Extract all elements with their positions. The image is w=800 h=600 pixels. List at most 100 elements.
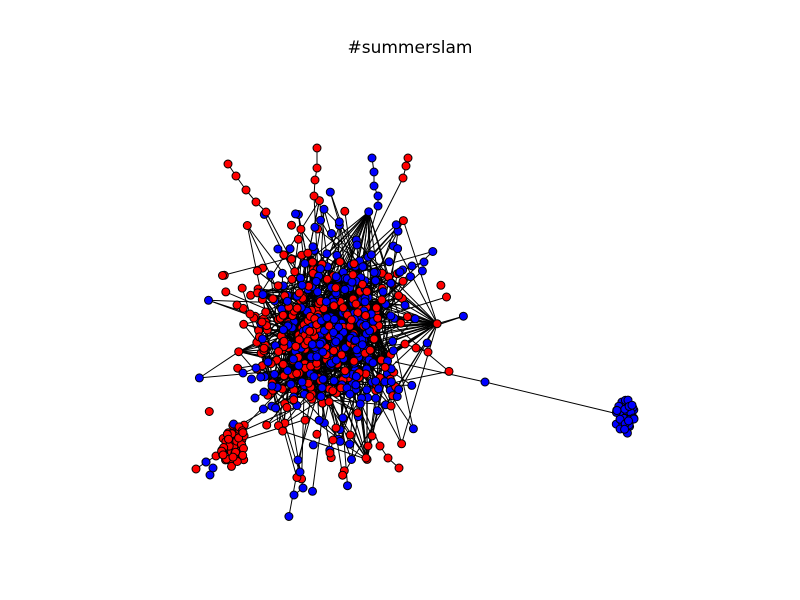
graph-node-red bbox=[305, 392, 315, 401]
graph-node-blue bbox=[352, 240, 362, 250]
graph-node-blue bbox=[270, 369, 279, 379]
graph-node-red bbox=[292, 303, 302, 313]
graph-node-red bbox=[262, 420, 272, 430]
graph-node-red bbox=[279, 336, 289, 346]
graph-node-red bbox=[411, 343, 421, 353]
graph-node-blue bbox=[322, 249, 332, 259]
graph-node-red bbox=[242, 221, 252, 230]
graph-node-blue bbox=[312, 352, 322, 362]
graph-nodes bbox=[191, 143, 639, 521]
graph-node-red bbox=[224, 434, 233, 444]
graph-node-red bbox=[328, 386, 338, 396]
graph-node-red bbox=[398, 216, 408, 226]
graph-node-red bbox=[234, 347, 244, 357]
graph-node-blue bbox=[314, 415, 324, 425]
graph-node-red bbox=[251, 197, 261, 207]
graph-node-blue bbox=[366, 250, 376, 260]
graph-node-blue bbox=[624, 416, 633, 426]
graph-node-red bbox=[312, 143, 322, 153]
graph-node-blue bbox=[386, 278, 396, 288]
graph-title: #summerslam bbox=[347, 38, 472, 58]
graph-node-blue bbox=[321, 297, 331, 307]
graph-node-blue bbox=[238, 368, 248, 378]
graph-node-blue bbox=[331, 337, 341, 347]
graph-node-blue bbox=[258, 404, 268, 414]
graph-node-red bbox=[282, 403, 292, 412]
graph-node-blue bbox=[289, 490, 299, 500]
graph-node-red bbox=[292, 369, 302, 378]
graph-node-red bbox=[204, 407, 214, 416]
graph-node-red bbox=[325, 448, 335, 458]
graph-node-blue bbox=[371, 276, 380, 286]
graph-node-red bbox=[279, 250, 289, 260]
graph-node-red bbox=[223, 159, 233, 169]
graph-node-blue bbox=[373, 201, 383, 211]
graph-edge bbox=[397, 248, 438, 324]
graph-node-red bbox=[363, 441, 373, 451]
graph-node-red bbox=[310, 175, 320, 185]
graph-node-blue bbox=[259, 387, 269, 397]
graph-edge bbox=[246, 225, 262, 293]
graph-node-blue bbox=[361, 320, 371, 330]
graph-node-blue bbox=[345, 389, 355, 399]
graph-node-blue bbox=[325, 187, 335, 197]
graph-node-blue bbox=[422, 338, 432, 348]
graph-node-red bbox=[261, 207, 271, 217]
graph-node-blue bbox=[331, 272, 341, 282]
graph-node-red bbox=[300, 415, 310, 425]
graph-node-blue bbox=[283, 366, 293, 376]
graph-node-blue bbox=[311, 276, 321, 286]
graph-node-red bbox=[303, 248, 313, 258]
graph-node-red bbox=[278, 359, 288, 369]
graph-node-red bbox=[273, 281, 283, 291]
graph-edge bbox=[199, 351, 239, 379]
graph-node-blue bbox=[335, 436, 345, 446]
graph-node-blue bbox=[194, 373, 204, 383]
graph-node-blue bbox=[627, 400, 637, 410]
graph-node-blue bbox=[373, 191, 383, 201]
graph-node-red bbox=[358, 279, 367, 289]
graph-node-blue bbox=[408, 424, 418, 434]
graph-node-red bbox=[365, 345, 375, 355]
graph-node-blue bbox=[300, 259, 310, 268]
graph-node-red bbox=[442, 292, 451, 302]
graph-node-red bbox=[380, 362, 390, 372]
graph-node-blue bbox=[318, 374, 328, 384]
graph-node-blue bbox=[297, 280, 307, 290]
graph-node-red bbox=[289, 395, 299, 405]
graph-node-blue bbox=[378, 287, 388, 297]
graph-node-blue bbox=[204, 295, 213, 305]
graph-node-blue bbox=[362, 385, 372, 395]
graph-node-blue bbox=[286, 379, 296, 389]
graph-node-blue bbox=[267, 381, 277, 391]
graph-node-red bbox=[309, 191, 319, 201]
graph-node-red bbox=[328, 435, 338, 445]
graph-node-red bbox=[401, 161, 411, 171]
graph-node-red bbox=[238, 428, 248, 438]
graph-node-blue bbox=[322, 313, 332, 323]
graph-node-red bbox=[329, 301, 339, 311]
graph-node-blue bbox=[250, 393, 260, 403]
graph-node-red bbox=[227, 461, 236, 471]
graph-node-blue bbox=[308, 440, 318, 450]
graph-node-red bbox=[375, 441, 385, 451]
graph-node-blue bbox=[329, 376, 339, 386]
graph-edge bbox=[385, 270, 423, 305]
graph-node-blue bbox=[371, 393, 381, 403]
graph-node-blue bbox=[372, 406, 382, 416]
graph-node-red bbox=[397, 439, 407, 449]
graph-node-red bbox=[252, 266, 262, 276]
graph-node-red bbox=[353, 408, 363, 418]
graph-node-blue bbox=[327, 229, 336, 238]
graph-node-blue bbox=[369, 167, 379, 177]
graph-node-blue bbox=[417, 266, 427, 276]
graph-node-red bbox=[237, 283, 247, 293]
graph-node-blue bbox=[316, 215, 326, 225]
graph-node-red bbox=[335, 257, 345, 267]
graph-node-blue bbox=[355, 399, 365, 409]
graph-node-red bbox=[367, 431, 377, 441]
graph-node-blue bbox=[273, 244, 283, 254]
graph-node-red bbox=[403, 153, 413, 163]
graph-node-blue bbox=[395, 267, 405, 277]
graph-node-blue bbox=[394, 385, 404, 394]
